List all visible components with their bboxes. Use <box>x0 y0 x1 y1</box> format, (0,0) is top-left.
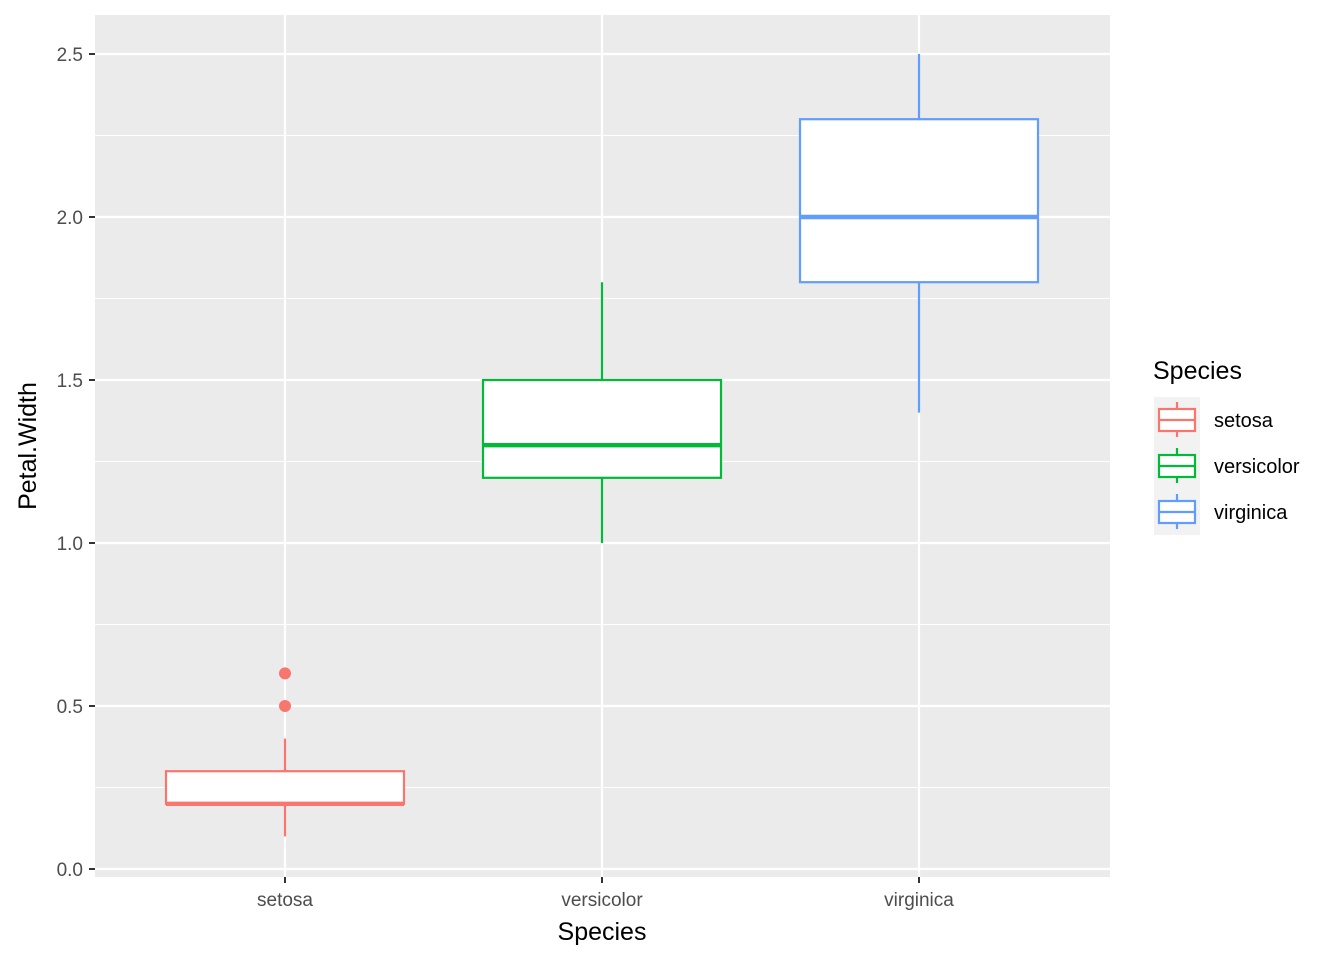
y-tick-label: 0.0 <box>57 860 83 881</box>
legend-label: setosa <box>1214 410 1274 432</box>
x-axis: setosa versicolor virginica <box>257 877 954 911</box>
legend-title: Species <box>1153 357 1242 385</box>
iqr-box <box>481 378 723 479</box>
y-tick-label: 2.0 <box>57 208 83 229</box>
legend: Species setosa versicolor virginica <box>1153 357 1300 535</box>
legend-label: versicolor <box>1214 456 1300 478</box>
box-setosa <box>164 667 406 837</box>
legend-key-setosa: setosa <box>1154 397 1274 443</box>
box-versicolor <box>481 282 723 543</box>
legend-key-virginica: virginica <box>1154 489 1288 535</box>
y-tick-label: 0.5 <box>57 697 83 718</box>
iqr-box <box>798 118 1040 284</box>
y-tick-label: 1.0 <box>57 534 83 555</box>
legend-keys: setosa versicolor virginica <box>1154 397 1300 535</box>
legend-key-versicolor: versicolor <box>1154 443 1300 489</box>
y-tick-label: 2.5 <box>57 45 83 66</box>
y-axis-title: Petal.Width <box>14 382 42 510</box>
legend-label: virginica <box>1214 502 1288 524</box>
box-layer <box>164 54 1040 837</box>
x-axis-title: Species <box>558 918 647 946</box>
x-tick-label: versicolor <box>561 890 643 911</box>
x-tick-label: virginica <box>884 890 954 911</box>
y-axis: 0.0 0.5 1.0 1.5 2.0 2.5 <box>57 45 95 881</box>
y-tick-label: 1.5 <box>57 371 83 392</box>
iqr-box <box>164 770 406 805</box>
box-virginica <box>798 54 1040 413</box>
outlier-point <box>279 700 291 712</box>
x-tick-label: setosa <box>257 890 313 911</box>
outlier-point <box>279 667 291 680</box>
